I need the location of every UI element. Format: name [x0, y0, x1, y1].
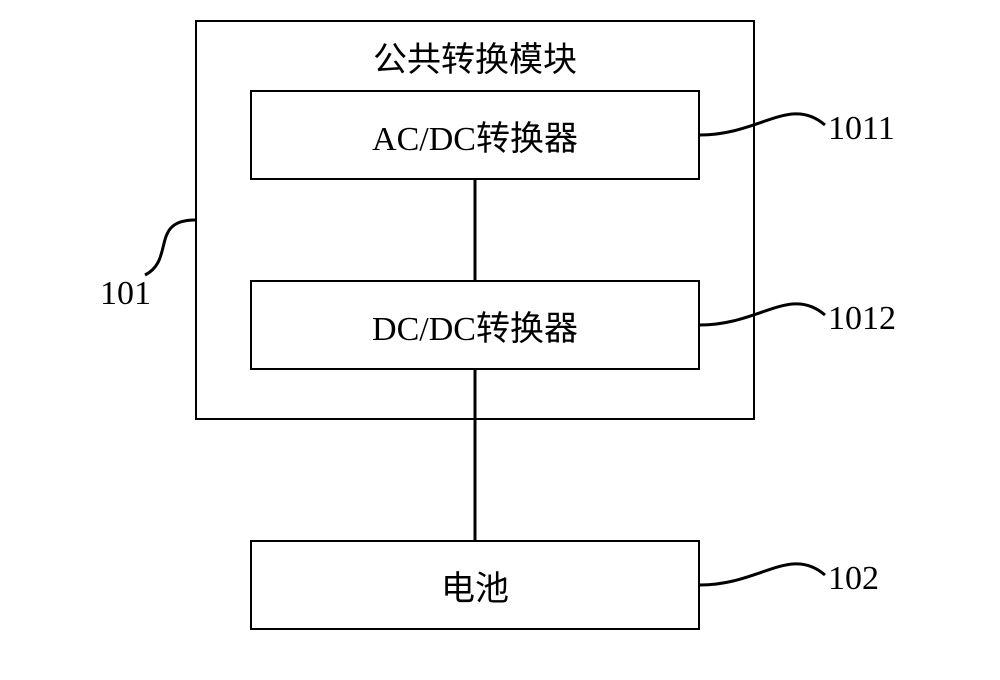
- ref-label-102: 102: [828, 560, 879, 598]
- node-acdc-label: AC/DC转换器: [372, 111, 578, 160]
- ref-label-1012: 1012: [828, 300, 896, 338]
- diagram-stage: 公共转换模块 AC/DC转换器 DC/DC转换器 电池 1011 1012 10…: [0, 0, 1000, 680]
- node-dcdc: DC/DC转换器: [250, 280, 700, 370]
- ref-label-101: 101: [100, 275, 151, 313]
- ref-label-1011: 1011: [828, 110, 895, 148]
- node-batt: 电池: [250, 540, 700, 630]
- node-dcdc-label: DC/DC转换器: [372, 301, 578, 350]
- module-title: 公共转换模块: [195, 32, 755, 81]
- node-batt-label: 电池: [441, 561, 509, 610]
- node-acdc: AC/DC转换器: [250, 90, 700, 180]
